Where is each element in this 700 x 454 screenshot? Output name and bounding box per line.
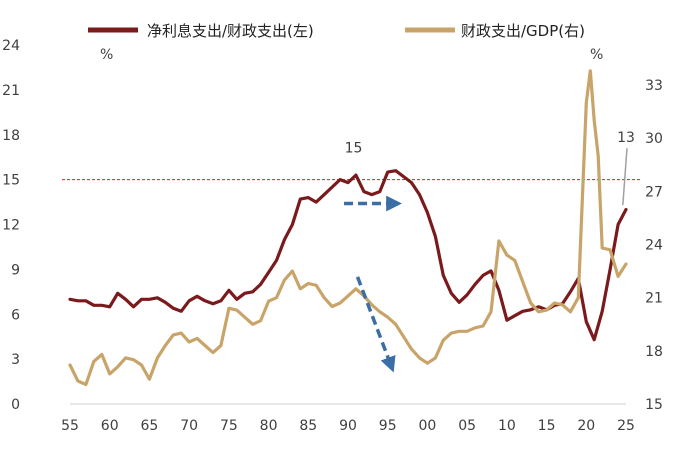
left-tick-label: 15	[2, 173, 20, 189]
left-tick-label: 3	[11, 352, 20, 368]
annotation-label-13: 13	[617, 130, 635, 146]
x-tick-label: 95	[379, 418, 397, 434]
annotation-pointer-13	[622, 148, 628, 206]
legend-label-interest: 净利息支出/财政支出(左)	[147, 22, 314, 40]
left-axis-unit-label: %	[100, 47, 113, 63]
x-tick-label: 60	[101, 418, 119, 434]
right-tick-label: 24	[645, 238, 663, 254]
right-tick-label: 27	[645, 184, 663, 200]
series-group	[68, 69, 628, 387]
x-axis-ticks: 55 60 65 70 75 80 85 90 95 00 05 10 15 20 25	[61, 418, 635, 434]
arrow-group	[344, 195, 402, 373]
right-tick-label: 21	[645, 291, 663, 307]
right-tick-label: 33	[645, 78, 663, 94]
right-tick-label: 30	[645, 131, 663, 147]
left-tick-label: 0	[11, 397, 20, 413]
x-tick-label: 70	[180, 418, 198, 434]
left-tick-label: 12	[2, 218, 20, 234]
x-tick-label: 90	[339, 418, 357, 434]
x-tick-label: 10	[498, 418, 516, 434]
left-tick-label: 9	[11, 262, 20, 278]
x-tick-label: 05	[458, 418, 476, 434]
x-tick-label: 25	[617, 418, 635, 434]
x-tick-label: 75	[220, 418, 238, 434]
annotation-label-15: 15	[345, 141, 363, 157]
legend-label-spending: 财政支出/GDP(右)	[461, 22, 585, 40]
right-tick-label: 15	[645, 397, 663, 413]
right-axis-unit-label: %	[590, 47, 603, 63]
arrow-diagonal	[355, 276, 396, 373]
series-line-interest-ratio	[68, 169, 628, 342]
x-tick-label: 20	[577, 418, 595, 434]
x-tick-label: 80	[260, 418, 278, 434]
legend: 净利息支出/财政支出(左) 财政支出/GDP(右)	[88, 22, 585, 40]
left-y-axis-ticks: 0 3 6 9 12 15 18 21 24	[2, 38, 20, 413]
x-tick-label: 00	[419, 418, 437, 434]
x-tick-label: 55	[61, 418, 79, 434]
series-line-spending-gdp	[68, 69, 628, 387]
left-tick-label: 6	[11, 307, 20, 323]
left-tick-label: 21	[2, 83, 20, 99]
x-tick-label: 65	[141, 418, 159, 434]
right-tick-label: 18	[645, 344, 663, 360]
x-tick-label: 15	[538, 418, 556, 434]
left-tick-label: 18	[2, 128, 20, 144]
left-tick-label: 24	[2, 38, 20, 54]
right-y-axis-ticks: 15 18 21 24 27 30 33	[645, 78, 663, 413]
x-tick-label: 85	[299, 418, 317, 434]
